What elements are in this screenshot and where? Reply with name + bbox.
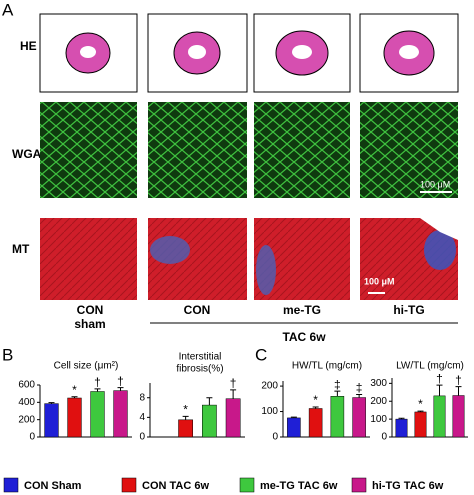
annotation: † (94, 375, 101, 389)
row-label: WGA (12, 147, 42, 161)
error-bar (356, 393, 363, 398)
error-bar (71, 396, 78, 398)
y-tick-label: 200 (370, 396, 387, 407)
bar (414, 411, 427, 438)
annotation: ‡ (356, 381, 363, 395)
bar (178, 419, 193, 438)
panel-label: C (255, 345, 267, 364)
y-tick-label: 0 (139, 432, 145, 443)
column-label: hi-TG (393, 303, 424, 317)
bar (287, 417, 301, 438)
y-tick-label: 100 (370, 414, 387, 425)
annotation: † (436, 371, 443, 385)
legend-label: CON TAC 6w (142, 480, 209, 492)
error-bar (455, 386, 462, 396)
panel-label: A (2, 0, 14, 19)
annotation: † (117, 374, 124, 388)
bar (395, 418, 408, 438)
column-label: CON (184, 303, 211, 317)
legend-swatch (121, 477, 137, 493)
legend-label: CON Sham (24, 480, 82, 492)
annotation: * (313, 393, 318, 407)
mt-row (40, 218, 458, 300)
group-label: TAC 6w (282, 330, 326, 344)
panel-label: B (2, 345, 13, 364)
y-tick-label: 4 (139, 412, 145, 423)
error-bar (436, 384, 443, 396)
error-bar (417, 410, 424, 412)
scale-bar-label: 100 μM (420, 179, 450, 189)
row-label: MT (12, 242, 30, 256)
bar (113, 390, 128, 438)
error-bar (206, 397, 213, 406)
y-tick-label: 0 (29, 432, 35, 443)
bar (90, 391, 105, 438)
y-tick-label: 8 (139, 392, 145, 403)
scale-bar-label: 100 μM (364, 276, 395, 286)
bar (44, 403, 59, 438)
bar (433, 395, 446, 438)
y-tick-label: 0 (272, 432, 278, 443)
bar (452, 395, 465, 438)
wga-row (40, 102, 458, 198)
error-bar (290, 416, 297, 418)
error-bar (94, 388, 101, 392)
bar (352, 397, 366, 438)
annotation: † (230, 376, 237, 390)
column-label: me-TG (283, 303, 321, 317)
error-bar (334, 390, 341, 397)
annotation: ‡ (334, 377, 341, 391)
y-tick-label: 0 (381, 432, 387, 443)
chart-title: HW/TL (mg/cm) (292, 361, 362, 372)
bar (67, 397, 82, 438)
column-label: CON (77, 303, 104, 317)
annotation: † (455, 373, 462, 387)
chart-title: LW/TL (mg/cm) (396, 361, 464, 372)
column-label: sham (74, 317, 105, 331)
chart-title: Interstitial (179, 352, 222, 363)
bar (225, 398, 241, 438)
bar (308, 408, 323, 438)
legend-swatch (3, 477, 19, 493)
bar (330, 396, 345, 438)
y-tick-label: 300 (370, 378, 387, 389)
error-bar (398, 417, 405, 420)
error-bar (117, 387, 124, 391)
error-bar (48, 402, 55, 404)
chart-title: Cell size (μm²) (54, 361, 119, 372)
legend-swatch (239, 477, 255, 493)
annotation: * (72, 383, 77, 397)
y-tick-label: 100 (261, 406, 278, 417)
y-tick-label: 400 (18, 397, 35, 408)
legend-swatch (351, 477, 367, 493)
row-label: HE (20, 39, 37, 53)
chart-title: fibrosis(%) (176, 364, 223, 375)
error-bar (182, 415, 189, 420)
error-bar (230, 389, 237, 399)
y-tick-label: 200 (18, 414, 35, 425)
bar (202, 404, 217, 438)
legend-label: hi-TG TAC 6w (372, 480, 444, 492)
annotation: * (183, 403, 188, 417)
error-bar (312, 406, 319, 409)
legend-label: me-TG TAC 6w (260, 480, 338, 492)
annotation: * (418, 397, 423, 411)
he-row (39, 13, 459, 93)
y-tick-label: 600 (18, 380, 35, 391)
y-tick-label: 200 (261, 381, 278, 392)
